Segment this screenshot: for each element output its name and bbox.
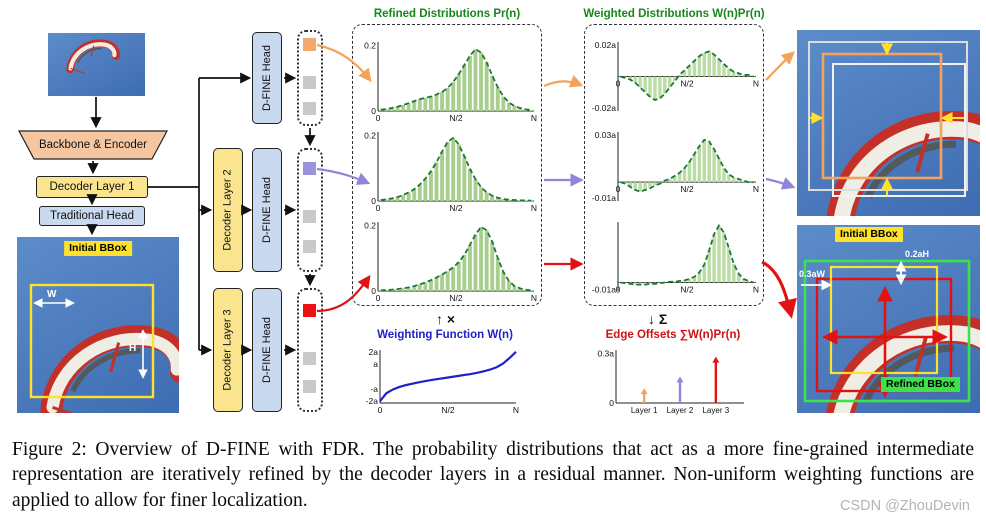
svg-text:N/2: N/2: [680, 184, 694, 194]
decoder-layer-3-block: Decoder Layer 3: [213, 288, 243, 412]
traditional-head-label: Traditional Head: [50, 210, 134, 222]
svg-text:0: 0: [371, 106, 376, 116]
initial-bbox-image: Initial BBox W H: [17, 237, 179, 413]
weighting-function-plot: 2a a -a -2a 0 N/2 N: [358, 344, 522, 416]
svg-text:N: N: [753, 184, 759, 194]
layer2-token: [303, 162, 316, 175]
figure-caption: Figure 2: Overview of D-FINE with FDR. T…: [12, 439, 974, 511]
refined-distribution-plot-layer2: 0.2 0 0 N/2 N: [354, 126, 540, 214]
gray-token: [303, 102, 316, 115]
svg-text:2a: 2a: [369, 347, 379, 357]
weighted-distribution-plot-layer2: 0.03a -0.01a 0 N/2 N: [586, 126, 762, 214]
gray-token: [303, 76, 316, 89]
svg-text:-0.01a: -0.01a: [592, 193, 616, 203]
svg-text:N: N: [531, 113, 537, 123]
svg-text:0: 0: [371, 286, 376, 296]
svg-text:0.2: 0.2: [364, 130, 376, 140]
svg-text:Layer 3: Layer 3: [702, 406, 729, 415]
weighted-distributions-title: Weighted Distributions W(n)Pr(n): [583, 8, 765, 20]
refined-distribution-plot-layer1: 0.2 0 0 N/2 N: [354, 36, 540, 124]
svg-text:0: 0: [616, 284, 621, 294]
weighting-function-title: Weighting Function W(n): [377, 329, 513, 341]
svg-text:-0.01a: -0.01a: [592, 285, 616, 295]
layer3-token-group: [297, 288, 323, 412]
svg-text:0: 0: [609, 398, 614, 408]
weighted-distributions-box: [584, 24, 764, 306]
svg-text:0: 0: [371, 196, 376, 206]
svg-text:0.2: 0.2: [364, 220, 376, 230]
svg-text:N/2: N/2: [449, 203, 463, 213]
dfine-head-2-block: D-FINE Head: [252, 148, 282, 272]
svg-text:N: N: [531, 293, 537, 303]
svg-text:0.03a: 0.03a: [595, 130, 617, 140]
watermark: CSDN @ZhouDevin: [840, 498, 970, 514]
refined-bbox-image: Initial BBox Refined BBox 0.3aW 0.2aH: [797, 225, 980, 413]
svg-text:N: N: [531, 203, 537, 213]
svg-text:N: N: [753, 79, 759, 89]
height-label: H: [129, 343, 137, 354]
decoder-layer-1-label: Decoder Layer 1: [49, 181, 135, 193]
svg-text:0: 0: [376, 293, 381, 303]
edge-offsets-title: Edge Offsets ∑W(n)Pr(n): [605, 329, 741, 341]
multi-layer-bbox-image: [797, 30, 980, 216]
svg-text:Layer 2: Layer 2: [667, 406, 694, 415]
svg-text:N: N: [513, 405, 519, 415]
decoder-layer-2-block: Decoder Layer 2: [213, 148, 243, 272]
dfine-head-2-label: D-FINE Head: [261, 176, 273, 244]
offset-height-label: 0.2aH: [905, 249, 930, 259]
svg-text:N/2: N/2: [441, 405, 455, 415]
svg-text:0: 0: [616, 184, 621, 194]
decoder-layer-1-block: Decoder Layer 1: [36, 176, 148, 198]
edge-offsets-plot: 0.3a 0 Layer 1 Layer 2 Layer 3: [590, 344, 750, 416]
svg-text:0: 0: [376, 113, 381, 123]
refined-distributions-title: Refined Distributions Pr(n): [373, 8, 521, 20]
figure-2-diagram: Backbone & Encoder Decoder Layer 1 Tradi…: [17, 8, 980, 416]
svg-text:Layer 1: Layer 1: [631, 406, 658, 415]
svg-text:N/2: N/2: [449, 293, 463, 303]
refined-bbox-badge: Refined BBox: [881, 377, 960, 392]
dfine-head-1-label: D-FINE Head: [261, 44, 273, 112]
svg-text:0.2: 0.2: [364, 40, 376, 50]
svg-text:N/2: N/2: [680, 284, 694, 294]
gray-token: [303, 352, 316, 365]
svg-text:0.3a: 0.3a: [597, 348, 614, 358]
sum-arrow-symbol: ↓ Σ: [648, 311, 668, 327]
dfine-head-1-block: D-FINE Head: [252, 32, 282, 124]
refined-distribution-plot-layer3: 0.2 0 0 N/2 N: [354, 216, 540, 304]
svg-text:0.02a: 0.02a: [595, 40, 617, 50]
dfine-head-3-label: D-FINE Head: [261, 316, 273, 384]
layer1-token: [303, 38, 316, 51]
gray-token: [303, 210, 316, 223]
traditional-head-block: Traditional Head: [39, 206, 145, 226]
svg-text:0: 0: [616, 79, 621, 89]
layer2-token-group: [297, 148, 323, 272]
layer3-token: [303, 304, 316, 317]
multiply-arrow-symbol: ↑ ×: [436, 311, 456, 327]
input-image: [48, 33, 145, 96]
dfine-head-3-block: D-FINE Head: [252, 288, 282, 412]
svg-text:-2a: -2a: [366, 396, 379, 406]
svg-text:0: 0: [378, 405, 383, 415]
svg-text:N/2: N/2: [680, 79, 694, 89]
svg-text:0: 0: [376, 203, 381, 213]
weighted-distribution-plot-layer1: 0.02a -0.02a 0 N/2 N: [586, 36, 762, 124]
svg-text:-a: -a: [370, 384, 378, 394]
refined-distributions-box: [352, 24, 542, 306]
initial-bbox-badge: Initial BBox: [835, 227, 903, 242]
svg-text:N/2: N/2: [449, 113, 463, 123]
initial-bbox-badge: Initial BBox: [64, 241, 132, 256]
weighted-distribution-plot-layer3: -0.01a 0 N/2 N: [586, 216, 762, 304]
svg-text:a: a: [373, 359, 378, 369]
backbone-encoder-block: Backbone & Encoder: [17, 130, 169, 160]
offset-width-label: 0.3aW: [799, 269, 826, 279]
svg-text:N: N: [753, 284, 759, 294]
svg-text:-0.02a: -0.02a: [592, 103, 616, 113]
gray-token: [303, 240, 316, 253]
gray-token: [303, 380, 316, 393]
width-label: W: [47, 289, 57, 300]
decoder-layer-2-label: Decoder Layer 2: [222, 169, 235, 251]
backbone-encoder-label: Backbone & Encoder: [38, 139, 148, 151]
decoder-layer-3-label: Decoder Layer 3: [222, 309, 235, 391]
